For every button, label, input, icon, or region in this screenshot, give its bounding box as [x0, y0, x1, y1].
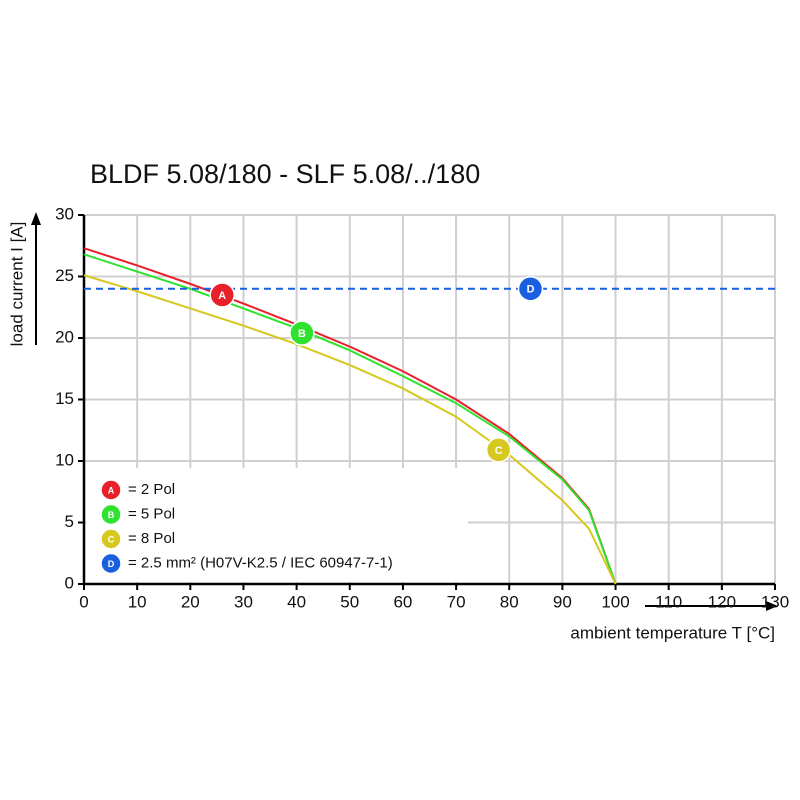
curve-marker-letter: D: [527, 284, 535, 296]
curve-marker-letter: B: [298, 328, 306, 340]
legend-marker-letter: C: [108, 534, 115, 544]
y-tick-label: 5: [65, 512, 74, 531]
legend-label: = 2.5 mm² (H07V-K2.5 / IEC 60947-7-1): [128, 554, 393, 571]
x-tick-label: 110: [655, 592, 682, 611]
x-tick-label: 120: [708, 592, 736, 611]
legend-marker-letter: A: [108, 485, 115, 495]
legend-marker-letter: B: [108, 510, 115, 520]
y-tick-label: 20: [55, 327, 74, 346]
y-tick-label: 0: [65, 573, 74, 592]
y-tick-label: 15: [55, 389, 74, 408]
x-tick-label: 60: [393, 592, 412, 611]
curve-marker: [209, 282, 235, 308]
x-axis-label: ambient temperature T [°C]: [570, 623, 775, 642]
series-line: [83, 253, 617, 585]
curve-marker: [517, 276, 544, 302]
x-tick-label: 90: [553, 592, 572, 611]
legend-marker: [100, 528, 122, 550]
x-tick-label: 80: [500, 592, 519, 611]
curve-marker-letter: A: [218, 290, 226, 302]
legend-marker: [100, 479, 122, 501]
y-axis-arrowhead: [31, 212, 41, 225]
y-axis-label: load current I [A]: [7, 222, 26, 347]
legend-marker-letter: D: [108, 559, 115, 569]
x-tick-label: 70: [447, 592, 466, 611]
x-tick-label: 20: [181, 592, 200, 611]
x-tick-label: 40: [287, 592, 306, 611]
y-tick-label: 30: [55, 204, 74, 223]
curve-marker: [485, 437, 512, 463]
series-line: [83, 274, 617, 585]
chart-title: BLDF 5.08/180 - SLF 5.08/../180: [90, 159, 480, 189]
x-tick-label: 130: [761, 592, 789, 611]
x-tick-label: 50: [340, 592, 359, 611]
x-tick-label: 30: [234, 592, 253, 611]
legend-label: = 5 Pol: [128, 505, 175, 522]
legend-marker: [100, 552, 122, 575]
y-tick-label: 25: [55, 266, 74, 285]
curve-marker-letter: C: [495, 445, 503, 457]
x-tick-label: 10: [128, 592, 147, 611]
legend-background: [86, 468, 468, 582]
x-tick-label: 100: [601, 592, 629, 611]
y-tick-label: 10: [55, 450, 74, 469]
curve-marker: [289, 320, 315, 346]
legend-label: = 2 Pol: [128, 481, 175, 498]
x-tick-label: 0: [79, 592, 88, 611]
x-axis-arrowhead: [766, 601, 778, 611]
legend-marker: [100, 503, 122, 526]
legend-label: = 8 Pol: [128, 530, 175, 547]
